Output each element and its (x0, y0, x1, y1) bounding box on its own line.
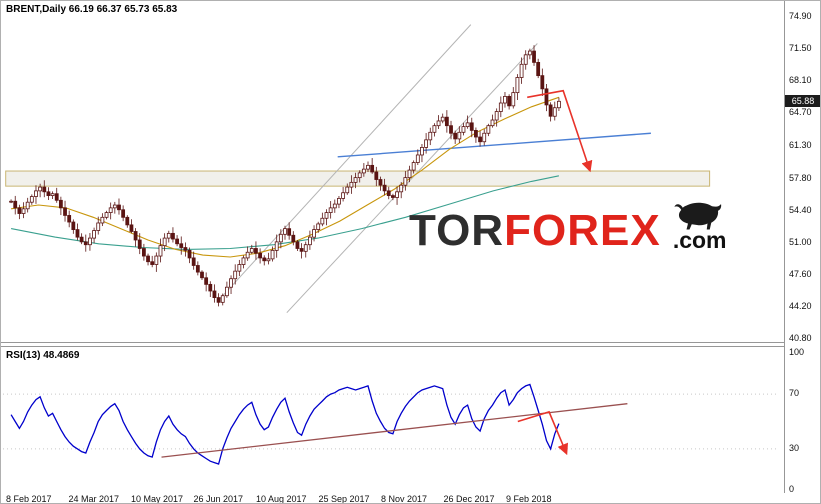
price-tick-label: 44.20 (789, 301, 812, 312)
date-label: 10 Aug 2017 (256, 494, 307, 504)
price-chart-panel[interactable]: BRENT,Daily 66.19 66.37 65.73 65.83 TOR F… (1, 1, 784, 343)
forecast-arrow (527, 89, 593, 173)
date-label: 24 Mar 2017 (68, 494, 120, 504)
rsi-title: RSI(13) 48.4869 (6, 350, 80, 361)
current-price-label: 65.88 (785, 95, 820, 108)
candles (9, 45, 561, 307)
price-tick-label: 57.80 (789, 172, 812, 183)
date-label: 9 Feb 2018 (506, 494, 552, 504)
rsi-tick-label: 70 (789, 388, 800, 399)
price-tick-label: 61.30 (789, 139, 812, 150)
date-label: 10 May 2017 (131, 494, 184, 504)
date-label: 8 Feb 2017 (6, 494, 52, 504)
date-label: 8 Nov 2017 (381, 494, 428, 504)
rsi-chart[interactable] (1, 347, 784, 493)
blue-trendline (337, 132, 651, 158)
price-tick-label: 74.90 (789, 11, 812, 22)
date-label: 26 Dec 2017 (443, 494, 495, 504)
date-label: 25 Sep 2017 (318, 494, 370, 504)
price-tick-label: 68.10 (789, 75, 812, 86)
price-tick-label: 71.50 (789, 43, 812, 54)
price-scale[interactable]: 74.90 71.50 68.10 64.70 61.30 57.80 54.40 51.00… (784, 1, 820, 494)
rsi-line (10, 383, 560, 465)
channel-line-1 (219, 24, 472, 299)
price-tick-label: 51.00 (789, 236, 812, 247)
time-scale[interactable]: 8 Feb 2017 24 Mar 2017 10 May 2017 26 Jun 2… (1, 493, 784, 504)
channel-line-2 (286, 43, 538, 314)
price-tick-label: 54.40 (789, 204, 812, 215)
rsi-tick-label: 30 (789, 442, 800, 453)
support-zone (5, 170, 711, 187)
rsi-tick-label: 100 (789, 347, 805, 357)
date-label: 26 Jun 2017 (193, 494, 244, 504)
price-tick-label: 64.70 (789, 107, 812, 118)
rsi-tick-label: 0 (789, 484, 795, 494)
rsi-forecast-arrow (517, 410, 569, 456)
candlestick-chart[interactable] (1, 1, 784, 342)
price-tick-label: 40.80 (789, 333, 812, 344)
rsi-indicator-panel[interactable]: RSI(13) 48.4869 (1, 346, 784, 494)
price-tick-label: 47.60 (789, 268, 812, 279)
symbol-ohlc-title: BRENT,Daily 66.19 66.37 65.73 65.83 (6, 4, 178, 15)
